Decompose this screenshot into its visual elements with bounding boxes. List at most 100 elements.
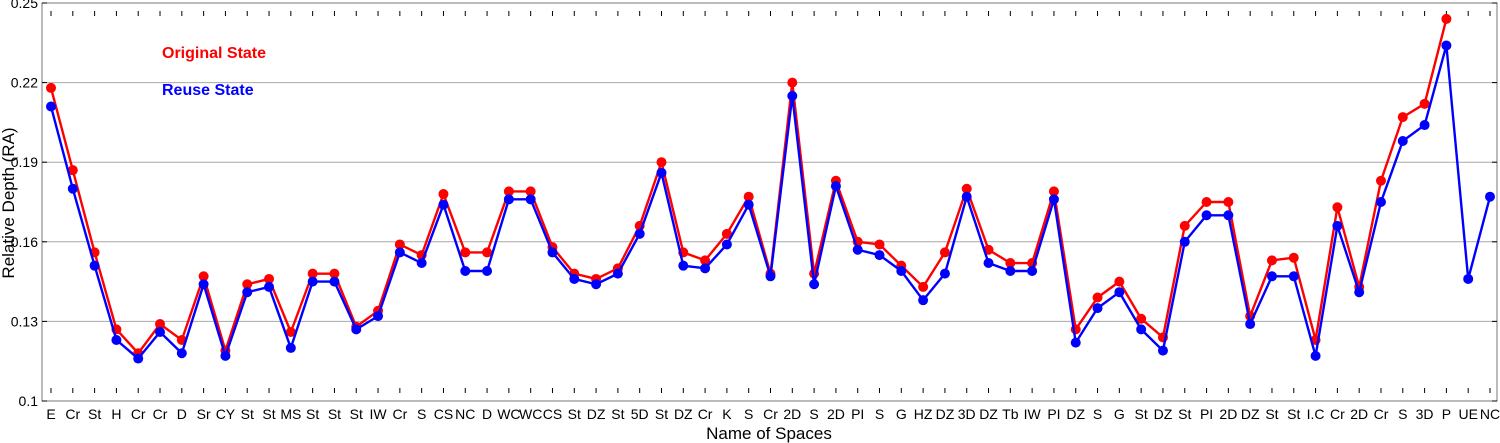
data-point [1157,345,1168,356]
data-point [351,324,362,335]
x-tick-label: DZ [587,406,606,422]
data-point [961,183,972,194]
data-point [220,350,231,361]
data-point [1223,197,1234,207]
data-point [1419,120,1430,131]
x-tick-label: IW [1024,406,1042,422]
x-axis-title: Name of Spaces [706,424,832,443]
x-tick-label: St [350,406,363,422]
x-tick-label: St [1178,406,1191,422]
data-point [46,82,56,93]
data-point [787,77,798,88]
data-point [198,271,209,282]
data-point [1397,112,1408,123]
data-point [67,165,78,176]
x-tick-label: St [88,406,101,422]
data-point [176,348,187,359]
data-point [525,194,536,205]
data-point [874,250,885,261]
x-tick-label: S [875,406,884,422]
x-tick-label: MS [280,406,301,422]
data-point [242,287,253,298]
x-tick-label: Tb [1002,406,1019,422]
data-point [830,181,841,192]
data-point [1201,197,1212,207]
data-point [983,258,994,269]
x-tick-label: 5D [631,406,649,422]
data-point [67,183,78,194]
x-tick-label: K [722,406,732,422]
data-point [1245,319,1256,330]
data-point [569,273,580,284]
data-point [1397,135,1408,146]
x-tick-label: St [611,406,624,422]
x-tick-label: Cr [153,406,168,422]
data-point [1375,197,1386,207]
x-tick-label: 3D [1416,406,1434,422]
y-tick-label: 0.19 [11,154,38,170]
data-point [482,247,493,258]
data-point [1441,13,1452,24]
x-tick-label: Cr [698,406,713,422]
data-point [482,265,493,276]
data-point [612,268,623,279]
data-point [503,186,514,197]
x-tick-label: DZ [1154,406,1173,422]
x-tick-label: S [809,406,818,422]
y-tick-label: 0.22 [11,75,38,91]
data-point [1485,191,1495,202]
x-tick-label: Cr [1374,406,1389,422]
data-point [765,271,776,282]
x-tick-label: 2D [1350,406,1368,422]
x-tick-label: 2D [783,406,801,422]
data-point [1288,252,1299,263]
x-tick-label: S [1093,406,1102,422]
y-tick-label: 0.16 [11,234,38,250]
data-point [1463,273,1474,284]
data-point [1136,324,1147,335]
data-point [438,189,449,200]
x-tick-label: CY [216,406,236,422]
y-axis-title: Relative Depth (RA) [0,127,18,278]
y-tick-label: 0.25 [11,0,38,11]
data-point [1266,271,1277,282]
x-tick-label: PI [1047,406,1060,422]
data-point [1092,303,1103,314]
data-point [307,276,318,287]
x-tick-label: 3D [958,406,976,422]
x-axis-ticks: E Cr St H Cr Cr D Sr CY St St MS St St St IW Cr S CS NC D WCW… [46,11,1500,422]
data-point [307,268,318,279]
x-tick-label: S [744,406,753,422]
x-tick-label: NC [455,406,475,422]
x-tick-label: P [1442,406,1451,422]
x-tick-label: Cr [65,406,80,422]
x-tick-label: NC [1480,406,1500,422]
x-tick-label: UE [1458,406,1477,422]
data-point [155,319,166,330]
data-point [1266,255,1277,266]
data-point [503,194,514,205]
data-point [852,244,863,255]
data-point [939,247,950,258]
data-point [242,279,253,290]
data-point [1005,258,1016,269]
data-point [1441,40,1452,51]
x-tick-label: Cr [763,406,778,422]
data-point [1005,265,1016,276]
data-point [1179,220,1190,231]
x-tick-label: S [417,406,426,422]
x-tick-label: G [1114,406,1125,422]
data-point [394,239,405,250]
data-point [1201,210,1212,221]
data-point [1114,287,1125,298]
data-point [1223,210,1234,221]
series-reuse-state [46,40,1495,364]
x-tick-label: PI [851,406,864,422]
data-point [896,265,907,276]
data-point [634,228,645,239]
data-point [1310,350,1321,361]
data-point [547,247,558,258]
x-tick-label: H [111,406,121,422]
data-point [198,279,209,290]
data-point [939,268,950,279]
